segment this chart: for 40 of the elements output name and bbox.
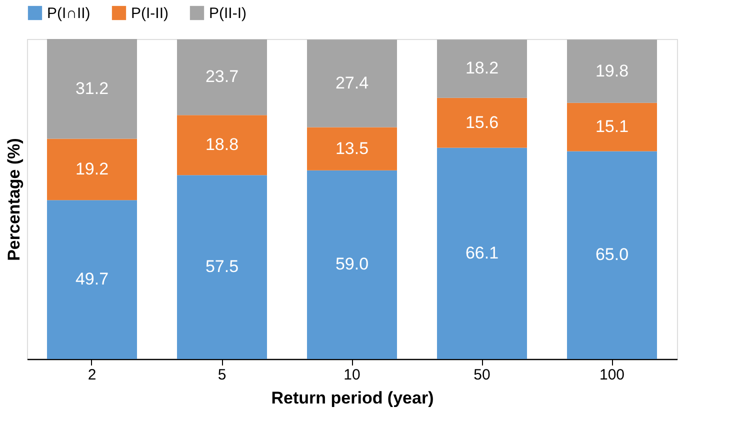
x-axis-title: Return period (year) — [271, 388, 434, 408]
data-label: 27.4 — [335, 73, 369, 92]
data-label: 18.8 — [205, 135, 239, 154]
data-label: 65.0 — [595, 245, 629, 264]
data-label: 13.5 — [335, 138, 369, 158]
x-tick-label: 5 — [218, 366, 226, 384]
legend-label: P(I∩II) — [47, 5, 90, 22]
bar — [47, 138, 137, 200]
data-label: 57.5 — [205, 257, 239, 276]
data-label: 18.2 — [465, 58, 499, 78]
bar — [567, 151, 657, 359]
data-label: 66.1 — [465, 243, 499, 262]
data-label: 49.7 — [75, 270, 109, 289]
y-axis-title: Percentage (%) — [4, 138, 24, 261]
x-tick-label: 10 — [344, 366, 360, 384]
x-tick-label: 50 — [474, 366, 490, 384]
data-label: 15.6 — [465, 112, 499, 132]
bar — [177, 115, 267, 176]
bar — [307, 40, 397, 128]
data-label: 23.7 — [205, 67, 239, 86]
legend-label: P(I-II) — [131, 5, 168, 22]
bar — [437, 40, 527, 98]
data-label: 59.0 — [335, 254, 369, 274]
data-label: 19.2 — [75, 159, 109, 178]
x-tick-label: 100 — [599, 366, 625, 384]
x-tick-label: 2 — [88, 366, 96, 384]
bar — [307, 170, 397, 359]
bar — [437, 98, 527, 148]
bar — [177, 175, 267, 359]
bar — [177, 39, 267, 116]
data-label: 15.1 — [595, 117, 629, 136]
data-label: 31.2 — [75, 78, 109, 98]
data-label: 19.8 — [595, 61, 629, 80]
bar — [567, 40, 657, 103]
bar — [47, 200, 137, 359]
bar — [307, 127, 397, 170]
legend-label: P(II-I) — [209, 5, 246, 22]
bar — [437, 148, 527, 359]
bar — [47, 39, 137, 139]
bar — [567, 102, 657, 152]
